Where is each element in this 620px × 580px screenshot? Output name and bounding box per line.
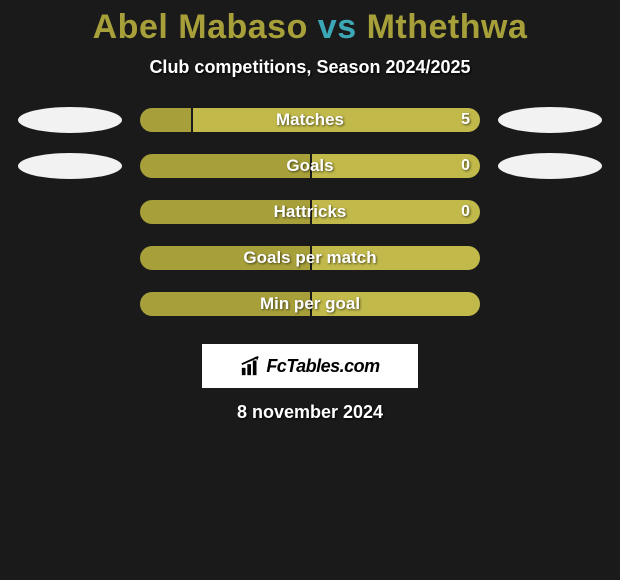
stat-row: Hattricks 0 (0, 200, 620, 224)
stat-bar: Hattricks 0 (140, 200, 480, 224)
right-ellipse-cell (490, 154, 610, 178)
right-ellipse-cell (490, 246, 610, 270)
stat-label: Hattricks (274, 202, 347, 222)
stat-value-right: 5 (461, 111, 470, 129)
stat-row: Goals per match (0, 246, 620, 270)
date-text: 8 november 2024 (0, 402, 620, 423)
bar-divider (191, 108, 193, 132)
stat-bar: Min per goal (140, 292, 480, 316)
stat-value-right: 0 (461, 157, 470, 175)
stat-bar: Goals per match (140, 246, 480, 270)
stat-row: Matches 5 (0, 108, 620, 132)
player1-mark-ellipse (18, 107, 122, 133)
right-ellipse-cell (490, 108, 610, 132)
stat-rows-container: Matches 5 Goals 0 Hattricks 0 Goals per match M… (0, 108, 620, 316)
stat-label: Goals per match (243, 248, 376, 268)
right-ellipse-cell (490, 200, 610, 224)
stat-bar: Matches 5 (140, 108, 480, 132)
stat-bar: Goals 0 (140, 154, 480, 178)
barchart-icon (240, 355, 262, 377)
vs-text: vs (318, 8, 357, 46)
left-ellipse-cell (10, 200, 130, 224)
player2-mark-ellipse (498, 153, 602, 179)
stat-row: Min per goal (0, 292, 620, 316)
stat-label: Min per goal (260, 294, 360, 314)
right-ellipse-cell (490, 292, 610, 316)
stat-label: Goals (286, 156, 333, 176)
player1-name: Abel Mabaso (93, 8, 308, 46)
subtitle: Club competitions, Season 2024/2025 (0, 57, 620, 78)
source-logo: FcTables.com (202, 344, 418, 388)
bar-fill-right (310, 154, 480, 178)
comparison-title: Abel Mabaso vs Mthethwa (0, 8, 620, 47)
left-ellipse-cell (10, 154, 130, 178)
stat-label: Matches (276, 110, 344, 130)
stat-value-right: 0 (461, 203, 470, 221)
logo-text: FcTables.com (266, 356, 379, 377)
left-ellipse-cell (10, 246, 130, 270)
stat-row: Goals 0 (0, 154, 620, 178)
bar-fill-left (140, 108, 191, 132)
player2-mark-ellipse (498, 107, 602, 133)
left-ellipse-cell (10, 292, 130, 316)
player2-name: Mthethwa (367, 8, 528, 46)
player1-mark-ellipse (18, 153, 122, 179)
bar-fill-left (140, 154, 310, 178)
left-ellipse-cell (10, 108, 130, 132)
